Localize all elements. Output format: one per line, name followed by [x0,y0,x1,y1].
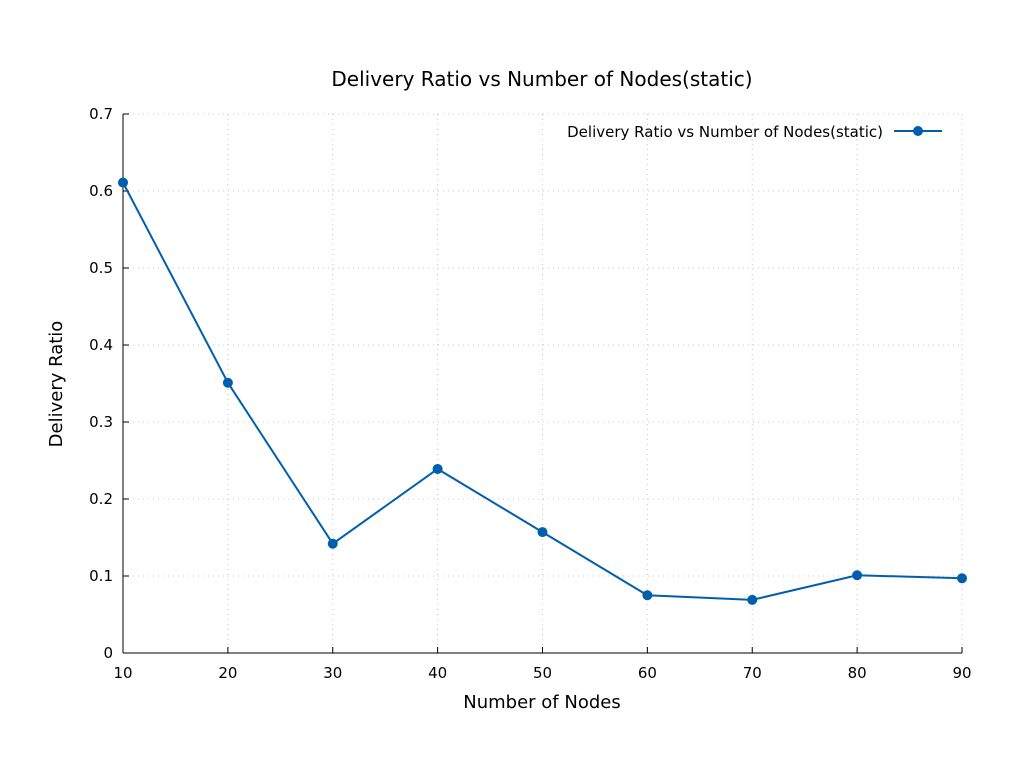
y-axis-label: Delivery Ratio [46,321,67,448]
y-tick-label: 0.4 [89,336,113,354]
series-layer [118,177,967,605]
x-tick-label: 40 [428,664,447,682]
x-tick-label: 20 [218,664,237,682]
data-point [222,377,233,388]
x-tick-label: 70 [743,664,762,682]
y-tick-label: 0.3 [89,413,113,431]
legend-marker [913,126,923,136]
x-tick-label: 60 [638,664,657,682]
x-tick-label: 90 [952,664,971,682]
grid [123,113,963,653]
data-point [957,573,967,584]
ticks: 10 20 30 40 50 60 70 80 90 0 0.1 0.2 0.3 0.4 0.5 0.6 0.7 [89,105,971,682]
x-tick-label: 10 [113,664,132,682]
series-line [122,182,963,601]
legend: Delivery Ratio vs Number of Nodes(static… [567,123,942,141]
data-point [432,463,443,474]
x-tick-label: 50 [533,664,552,682]
legend-label: Delivery Ratio vs Number of Nodes(static… [567,123,883,141]
data-point [747,594,758,605]
y-tick-label: 0.2 [89,490,113,508]
data-point [118,177,128,188]
y-tick-label: 0 [103,644,113,662]
x-axis-label: Number of Nodes [463,692,620,713]
y-tick-label: 0.1 [89,567,113,585]
x-tick-label: 30 [323,664,342,682]
x-tick-label: 80 [848,664,867,682]
chart-title: Delivery Ratio vs Number of Nodes(static… [331,67,752,91]
data-point [852,570,863,581]
y-tick-label: 0.5 [89,259,113,277]
y-tick-label: 0.6 [89,182,113,200]
data-point [327,538,338,549]
y-tick-label: 0.7 [89,105,113,123]
data-point [537,527,548,538]
data-point [642,590,653,601]
